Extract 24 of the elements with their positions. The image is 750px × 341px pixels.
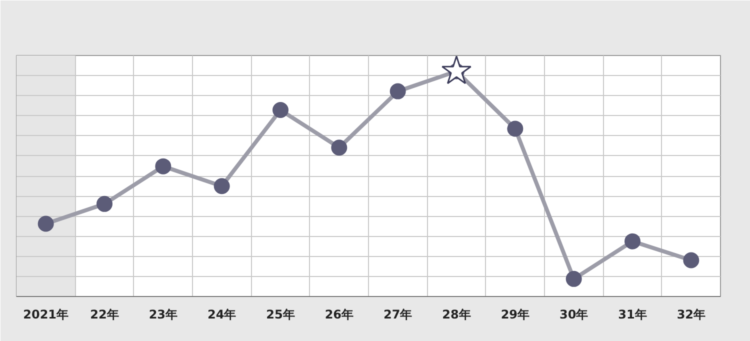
- x-tick-label: 22年: [90, 308, 119, 322]
- x-tick-label: 32年: [676, 308, 706, 322]
- point: [390, 83, 406, 100]
- point: [331, 140, 348, 156]
- x-tick-label: 25年: [266, 308, 295, 322]
- point: [624, 233, 640, 250]
- x-tick-label: 30年: [559, 308, 588, 322]
- point: [507, 120, 524, 137]
- point: [566, 270, 582, 287]
- point: [272, 102, 288, 118]
- point: [441, 56, 472, 84]
- x-tick-label: 28年: [442, 308, 471, 322]
- point: [155, 158, 172, 174]
- point: [214, 178, 230, 194]
- x-tick-label: 2021年: [23, 308, 69, 322]
- x-tick-label: 24年: [207, 308, 236, 322]
- x-tick-label: 27年: [383, 308, 412, 322]
- point: [38, 216, 54, 232]
- x-tick-label: 29年: [500, 308, 530, 322]
- point: [96, 196, 112, 212]
- x-tick-label: 31年: [618, 308, 647, 322]
- x-tick-label: 26年: [324, 308, 354, 322]
- point: [683, 252, 700, 268]
- x-tick-label: 23年: [148, 308, 178, 322]
